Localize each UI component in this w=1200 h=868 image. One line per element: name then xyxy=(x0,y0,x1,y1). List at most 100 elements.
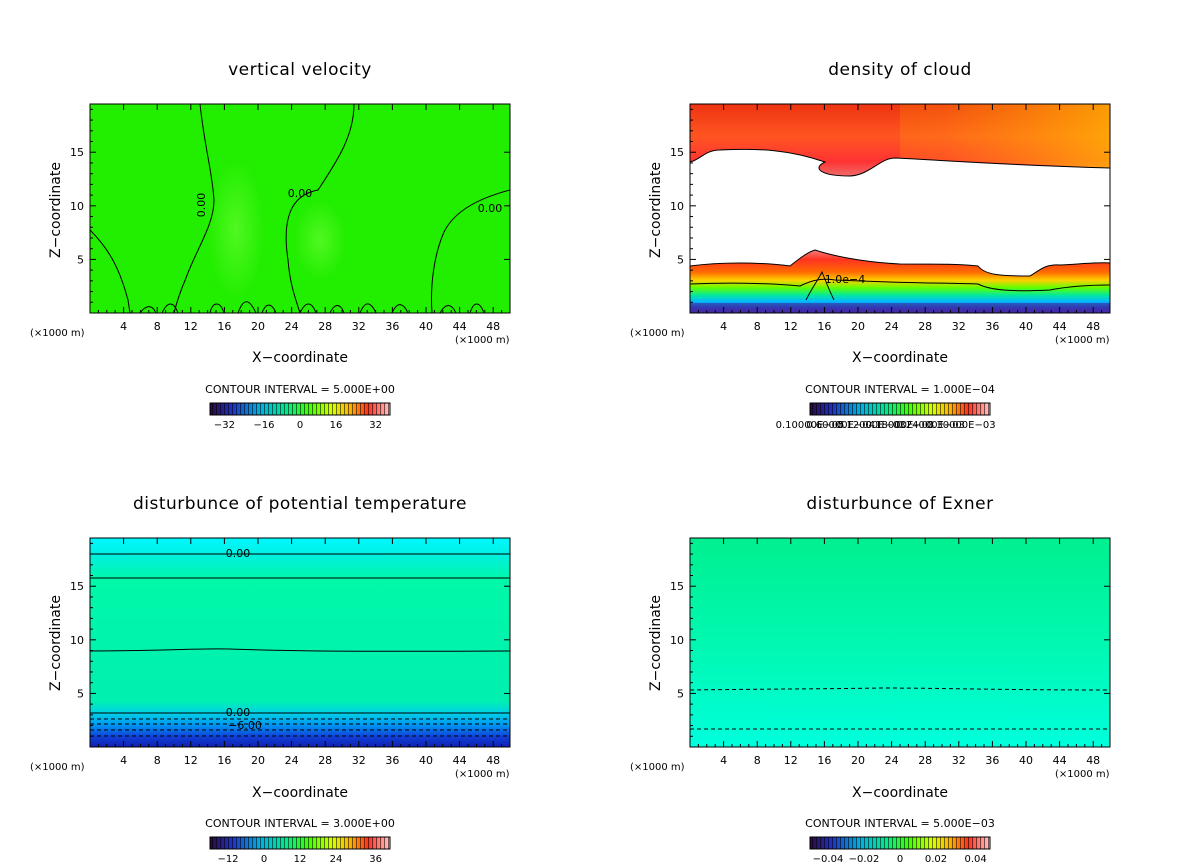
x-ticks: 4 8 12 16 20 24 28 32 36 40 44 48 xyxy=(697,104,1103,333)
colorbar-tick-label: 36 xyxy=(369,854,382,865)
colorbar-tick-label: 16 xyxy=(330,420,343,431)
y-tick-label: 5 xyxy=(677,687,684,700)
colorbar-tick-label: 12 xyxy=(294,854,307,865)
colorbar-ticks: 0.10000E−050.60000E−040.12000E−030.18000… xyxy=(776,420,996,431)
colorbar-tick-label: 0.18000E−03 xyxy=(866,420,935,431)
x-tick-label: 36 xyxy=(385,320,399,333)
y-axis-label: Z−coordinate xyxy=(48,595,64,691)
y-tick-label: 15 xyxy=(70,580,84,593)
contour-labels: 0.000.00−6.00 xyxy=(226,547,262,732)
x-tick-label: 28 xyxy=(918,320,932,333)
x-axis-label: X−coordinate xyxy=(252,350,348,366)
contour-label: 0.00 xyxy=(478,202,503,215)
colorbar-ticks: −0.04 −0.02 0 0.02 0.04 xyxy=(813,854,987,865)
colorbar-tick-label: −0.02 xyxy=(849,854,880,865)
x-tick-label: 48 xyxy=(1086,320,1100,333)
x-unit-left: (×1000 m) xyxy=(30,762,85,773)
x-tick-label: 16 xyxy=(217,754,231,767)
colorbar-tick-label: −32 xyxy=(214,420,235,431)
y-tick-label: 10 xyxy=(670,200,684,213)
x-tick-label: 28 xyxy=(318,754,332,767)
colorbar-tick-label: 0.30000E−03 xyxy=(927,420,996,431)
x-tick-label: 40 xyxy=(1019,320,1033,333)
colorbar-tick-label: −0.04 xyxy=(813,854,844,865)
x-tick-label: 24 xyxy=(885,320,899,333)
x-tick-label: 44 xyxy=(1053,320,1067,333)
x-tick-label: 36 xyxy=(985,320,999,333)
x-unit-left: (×1000 m) xyxy=(30,328,85,339)
x-tick-label: 48 xyxy=(486,320,500,333)
x-unit-right: (×1000 m) xyxy=(455,769,510,780)
x-tick-label: 28 xyxy=(318,320,332,333)
chart-title: disturbunce of potential temperature xyxy=(133,494,467,514)
contour-interval: CONTOUR INTERVAL = 1.000E−04 xyxy=(805,383,995,396)
x-tick-label: 8 xyxy=(754,320,761,333)
x-tick-label: 40 xyxy=(419,754,433,767)
colorbar-tick-label: 0.60000E−04 xyxy=(806,420,875,431)
y-axis-label: Z−coordinate xyxy=(48,162,64,258)
contour-label: 0.00 xyxy=(288,187,313,200)
x-tick-label: 16 xyxy=(817,754,831,767)
colorbar-tick-label: 32 xyxy=(369,420,382,431)
x-tick-label: 36 xyxy=(385,754,399,767)
colorbar-tick-label: 0 xyxy=(897,854,903,865)
x-tick-label: 44 xyxy=(453,320,467,333)
colorbar-tick-label: 0.04 xyxy=(964,854,986,865)
x-unit-right: (×1000 m) xyxy=(1055,335,1110,346)
x-tick-label: 12 xyxy=(784,320,798,333)
colorbar-tick-label: 0.24000E−03 xyxy=(896,420,965,431)
contour-label: −6.00 xyxy=(228,719,262,732)
x-tick-label: 36 xyxy=(985,754,999,767)
x-tick-label: 28 xyxy=(918,754,932,767)
colorbar-tick-label: 0 xyxy=(297,420,303,431)
contour-interval: CONTOUR INTERVAL = 5.000E+00 xyxy=(205,383,395,396)
y-ticks: 5 10 15 xyxy=(670,108,1110,303)
colorbar xyxy=(809,402,991,416)
x-unit-left: (×1000 m) xyxy=(630,328,685,339)
y-tick-label: 10 xyxy=(70,634,84,647)
y-ticks: 5 10 15 xyxy=(70,108,510,303)
y-ticks: 5 10 15 xyxy=(70,542,510,737)
contour-labels: 1.0e−4 xyxy=(825,273,865,286)
colorbar-ticks: −12 0 12 24 36 xyxy=(217,854,382,865)
x-tick-label: 24 xyxy=(885,754,899,767)
x-tick-label: 20 xyxy=(251,754,265,767)
x-tick-label: 16 xyxy=(817,320,831,333)
x-axis-label: X−coordinate xyxy=(852,350,948,366)
x-unit-left: (×1000 m) xyxy=(630,762,685,773)
x-tick-label: 12 xyxy=(184,320,198,333)
x-unit-right: (×1000 m) xyxy=(455,335,510,346)
y-ticks: 5 10 15 xyxy=(670,542,1110,737)
y-tick-label: 5 xyxy=(77,687,84,700)
contour-interval: CONTOUR INTERVAL = 3.000E+00 xyxy=(205,817,395,830)
x-tick-label: 4 xyxy=(120,320,127,333)
x-tick-label: 8 xyxy=(754,754,761,767)
colorbar-tick-label: −12 xyxy=(217,854,238,865)
colorbar xyxy=(209,836,391,850)
x-tick-label: 44 xyxy=(1053,754,1067,767)
x-tick-label: 8 xyxy=(154,754,161,767)
chart-title: vertical velocity xyxy=(228,60,372,80)
colorbar-tick-label: 0.12000E−03 xyxy=(837,420,906,431)
x-tick-label: 48 xyxy=(1086,754,1100,767)
x-tick-label: 40 xyxy=(1019,754,1033,767)
x-axis-label: X−coordinate xyxy=(252,785,348,801)
x-tick-label: 4 xyxy=(720,320,727,333)
colorbar xyxy=(209,402,391,416)
x-tick-label: 8 xyxy=(154,320,161,333)
x-tick-label: 12 xyxy=(184,754,198,767)
x-tick-label: 32 xyxy=(952,754,966,767)
x-tick-label: 48 xyxy=(486,754,500,767)
x-tick-label: 24 xyxy=(285,320,299,333)
x-tick-label: 40 xyxy=(419,320,433,333)
x-ticks: 4 8 12 16 20 24 28 32 36 40 44 48 xyxy=(97,538,503,767)
colorbar xyxy=(809,836,991,850)
x-ticks: 4 8 12 16 20 24 28 32 36 40 44 48 xyxy=(697,538,1103,767)
x-tick-label: 32 xyxy=(952,320,966,333)
colorbar-tick-label: 0.02 xyxy=(925,854,947,865)
contour-label: 0.00 xyxy=(226,547,251,560)
colorbar-tick-label: 0.10000E−05 xyxy=(776,420,845,431)
